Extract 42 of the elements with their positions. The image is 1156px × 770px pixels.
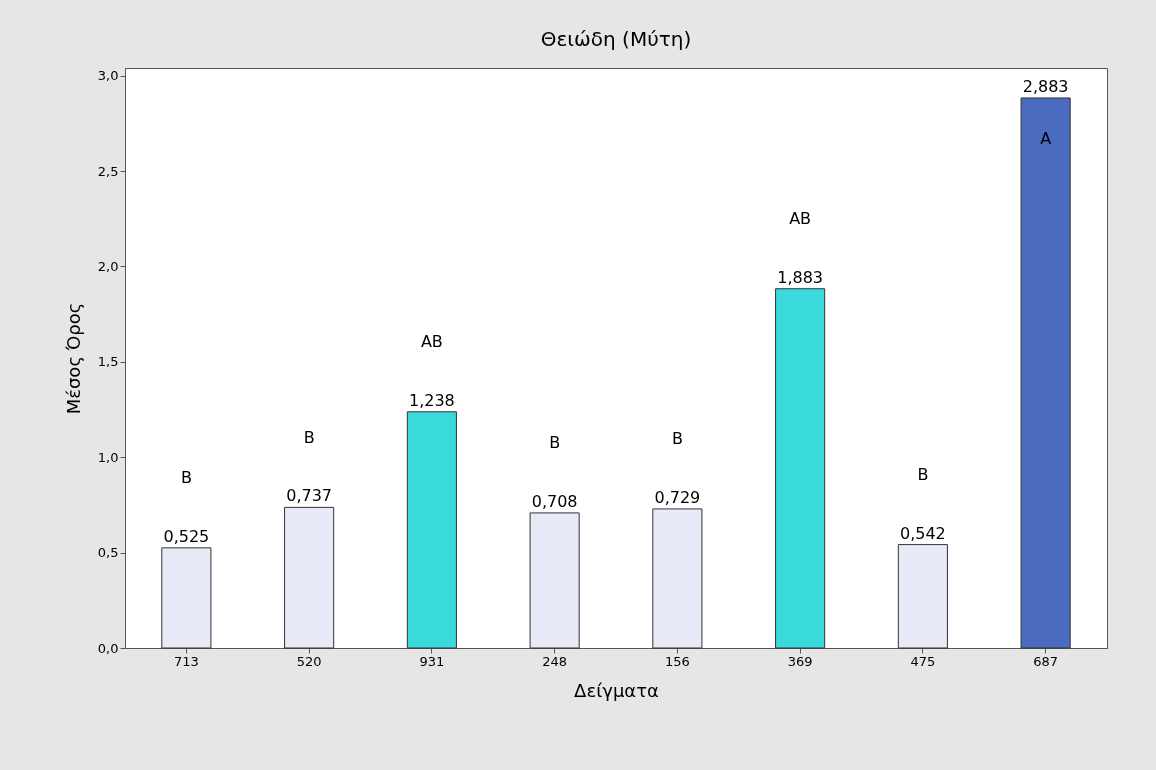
x-tick-label: 520 [296, 653, 322, 669]
bar [529, 512, 580, 649]
chart-title: Θειώδη (Μύτη) [540, 27, 692, 51]
annotation: B [671, 429, 683, 449]
data-label: 0,542 [899, 523, 946, 543]
bar [161, 547, 212, 649]
data-label: 0,525 [163, 526, 210, 546]
y-tick-label: 0,0 [97, 640, 119, 656]
x-tick-label: 156 [664, 653, 690, 669]
x-tick-label: 931 [419, 653, 445, 669]
x-tick-label: 369 [787, 653, 813, 669]
data-label: 2,883 [1022, 76, 1069, 96]
x-axis-title: Δείγματα [574, 679, 659, 701]
annotation: B [180, 468, 192, 488]
y-tick-label: 2,5 [97, 163, 119, 179]
annotation: A [1040, 128, 1052, 148]
y-axis-title: Μέσος Όρος [62, 302, 84, 415]
bar [652, 508, 703, 649]
data-label: 0,708 [531, 491, 578, 511]
data-label: 0,737 [286, 486, 333, 506]
annotation: B [549, 433, 561, 453]
y-tick-label: 3,0 [97, 68, 119, 84]
x-tick-label: 475 [910, 653, 936, 669]
annotation: B [303, 427, 315, 447]
annotation: B [917, 464, 929, 484]
x-tick-label: 687 [1033, 653, 1059, 669]
annotation: AB [789, 209, 812, 229]
bar [897, 544, 948, 649]
annotation: AB [420, 332, 443, 352]
data-label: 1,883 [777, 267, 824, 287]
bar [775, 288, 826, 649]
data-label: 0,729 [654, 487, 701, 507]
x-tick-label: 713 [173, 653, 199, 669]
y-tick-label: 1,0 [97, 449, 119, 465]
bar [1020, 97, 1071, 649]
y-tick-label: 1,5 [97, 354, 119, 370]
data-label: 1,238 [408, 390, 455, 410]
y-tick-label: 2,0 [97, 258, 119, 274]
bar [406, 411, 457, 649]
y-tick-label: 0,5 [97, 545, 119, 561]
bar [284, 506, 335, 649]
x-tick-label: 248 [542, 653, 568, 669]
